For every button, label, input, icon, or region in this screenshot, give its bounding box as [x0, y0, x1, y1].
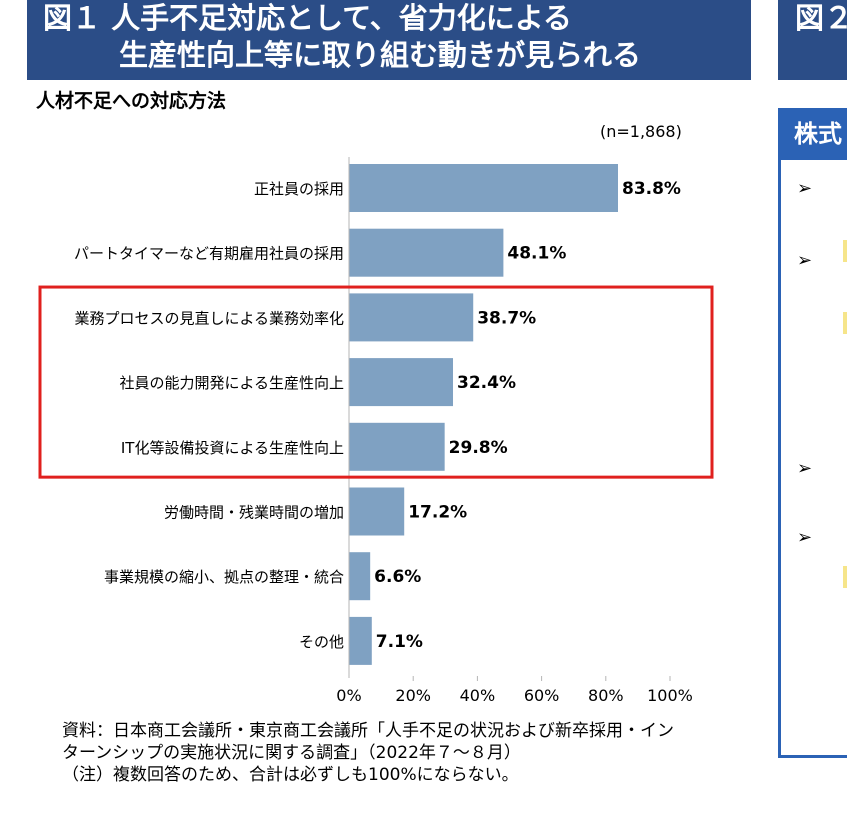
category-label: その他 [299, 633, 344, 651]
bullet-arrow-icon: ➢ [797, 458, 813, 479]
category-label: 正社員の採用 [254, 180, 344, 198]
bar [349, 358, 454, 407]
bullet-arrow-icon: ➢ [797, 527, 813, 548]
bullet-arrow-icon: ➢ [797, 178, 813, 199]
figure2-header: 図２ [778, 0, 847, 80]
bar-value-label: 83.8% [622, 179, 681, 199]
figure-title-line1: 図１ 人手不足対応として、省力化による [43, 1, 572, 35]
bar [349, 552, 371, 601]
source-note: 資料：日本商工会議所・東京商工会議所「人手不足の状況および新卒採用・イン ターン… [62, 720, 674, 786]
bar [349, 293, 474, 342]
bar-value-label: 29.8% [449, 438, 508, 458]
bar [349, 422, 445, 471]
figure-header: 図１ 人手不足対応として、省力化による 生産性向上等に取り組む動きが見られる [27, 0, 751, 80]
highlight-mark [843, 240, 847, 262]
side-panel-heading: 株式 [778, 108, 847, 160]
bar [349, 164, 618, 212]
bar-value-label: 48.1% [507, 244, 566, 264]
highlight-box [38, 285, 714, 479]
bar-value-label: 17.2% [408, 503, 467, 523]
chart-subtitle: 人材不足への対応方法 [36, 90, 227, 112]
side-panel [778, 108, 847, 758]
highlight-mark [843, 566, 847, 588]
bar-value-label: 7.1% [376, 632, 423, 652]
x-tick-label: 40% [460, 686, 496, 705]
bar-value-label: 38.7% [477, 308, 536, 328]
x-tick-label: 80% [588, 686, 624, 705]
bar [349, 228, 504, 277]
figure-title-line2: 生産性向上等に取り組む動きが見られる [119, 38, 642, 72]
x-tick-label: 100% [647, 686, 693, 705]
source-note-line2: ターンシップの実施状況に関する調査」（2022年７～８月） [62, 743, 521, 763]
bar [349, 616, 372, 665]
category-label: 社員の能力開発による生産性向上 [119, 374, 344, 392]
category-label: 労働時間・残業時間の増加 [164, 504, 344, 522]
category-label: 業務プロセスの見直しによる業務効率化 [74, 309, 344, 327]
bar [349, 487, 405, 536]
highlight-mark [843, 312, 847, 334]
source-note-line1: 資料：日本商工会議所・東京商工会議所「人手不足の状況および新卒採用・イン [62, 721, 674, 741]
category-label: パートタイマーなど有期雇用社員の採用 [74, 245, 344, 263]
source-note-line3: （注）複数回答のため、合計は必ずしも100%にならない。 [62, 765, 519, 785]
sample-size-label: (n=1,868) [600, 122, 682, 141]
x-tick-label: 0% [336, 686, 361, 705]
category-label: IT化等設備投資による生産性向上 [121, 439, 344, 457]
bullet-arrow-icon: ➢ [797, 250, 813, 271]
figure2-title: 図２ [795, 1, 847, 35]
x-tick-label: 20% [395, 686, 431, 705]
bar-value-label: 32.4% [457, 373, 516, 393]
category-label: 事業規模の縮小、拠点の整理・統合 [104, 568, 344, 586]
x-tick-label: 60% [524, 686, 560, 705]
bar-value-label: 6.6% [374, 567, 421, 587]
